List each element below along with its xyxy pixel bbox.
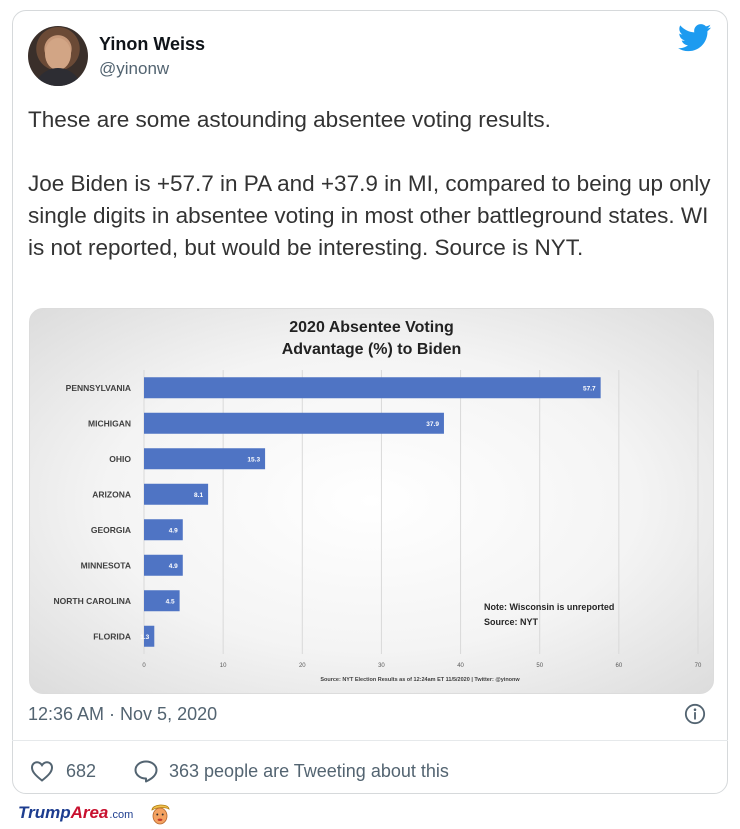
data-label: 4.9 — [169, 527, 178, 534]
bar — [144, 483, 209, 505]
x-tick-label: 70 — [695, 663, 702, 669]
data-label: 15.3 — [247, 456, 260, 463]
x-tick-label: 60 — [616, 663, 623, 669]
chart-source-line: Source: NYT Election Results as of 12:24… — [320, 677, 520, 683]
trump-face-icon — [151, 804, 170, 825]
data-label: 37.9 — [426, 421, 439, 428]
footer-brand-part-3: .com — [109, 809, 134, 821]
avatar-face — [45, 38, 71, 70]
like-count: 682 — [66, 760, 97, 781]
chart-image[interactable]: 2020 Absentee Voting Advantage (%) to Bi… — [29, 308, 714, 694]
bar — [144, 412, 444, 434]
category-label: FLORIDA — [93, 631, 131, 641]
category-label: MINNESOTA — [81, 560, 131, 570]
bar — [144, 625, 155, 647]
bar — [144, 519, 183, 541]
data-label: 8.1 — [194, 492, 203, 499]
x-tick-label: 40 — [457, 663, 464, 669]
x-tick-label: 50 — [536, 663, 543, 669]
data-label: 4.9 — [169, 563, 178, 570]
tweeting-about-link[interactable]: 363 people are Tweeting about this — [133, 758, 449, 784]
author-handle[interactable]: @yinonw — [99, 59, 170, 78]
data-label: 1.3 — [140, 634, 149, 641]
tweet-paragraph-2: Joe Biden is +57.7 in PA and +37.9 in MI… — [28, 171, 711, 260]
x-tick-label: 0 — [142, 663, 146, 669]
category-label: MICHIGAN — [88, 418, 131, 428]
info-icon[interactable] — [684, 703, 706, 725]
like-button[interactable]: 682 — [30, 758, 96, 784]
twitter-bird-icon[interactable] — [678, 24, 712, 52]
x-tick-label: 10 — [220, 663, 227, 669]
chart-title-line-2: Advantage (%) to Biden — [281, 341, 462, 358]
footer-brand-part-1: Trump — [18, 803, 71, 822]
heart-icon — [30, 761, 54, 782]
bar — [144, 377, 601, 399]
speech-bubble-icon — [134, 760, 158, 783]
data-label: 57.7 — [583, 385, 596, 392]
avatar-shirt — [34, 68, 82, 86]
chart-title-line-1: 2020 Absentee Voting — [289, 319, 454, 336]
bar — [144, 448, 266, 470]
bar-chart: 0 10 20 30 40 50 60 70 PENNSYLVANIA 57.7 MICHIGAN 3… — [54, 370, 702, 683]
category-label: NORTH CAROLINA — [54, 596, 131, 606]
category-label: ARIZONA — [92, 489, 131, 499]
bar — [144, 590, 180, 612]
chart-note-line-2: Source: NYT — [484, 617, 539, 627]
tweet-paragraph-1: These are some astounding absentee votin… — [28, 107, 551, 132]
author-avatar[interactable] — [28, 26, 88, 86]
tweet-text: These are some astounding absentee votin… — [28, 104, 718, 264]
category-label: PENNSYLVANIA — [66, 383, 131, 393]
chart-note-line-1: Note: Wisconsin is unreported — [484, 602, 614, 612]
action-divider — [12, 740, 728, 741]
x-tick-label: 20 — [299, 663, 306, 669]
category-label: OHIO — [109, 454, 131, 464]
footer-brand-part-2: Area — [70, 803, 109, 822]
bar — [144, 554, 183, 576]
author-name[interactable]: Yinon Weiss — [99, 34, 206, 54]
tweet-timestamp[interactable]: 12:36 AM · Nov 5, 2020 — [28, 704, 218, 724]
x-tick-label: 30 — [378, 663, 385, 669]
data-label: 4.5 — [166, 598, 175, 605]
tweeting-about-text: 363 people are Tweeting about this — [169, 760, 449, 781]
category-label: GEORGIA — [91, 525, 131, 535]
footer-watermark: Trump Area .com — [18, 800, 171, 826]
chart-title: 2020 Absentee Voting Advantage (%) to Bi… — [30, 317, 713, 361]
